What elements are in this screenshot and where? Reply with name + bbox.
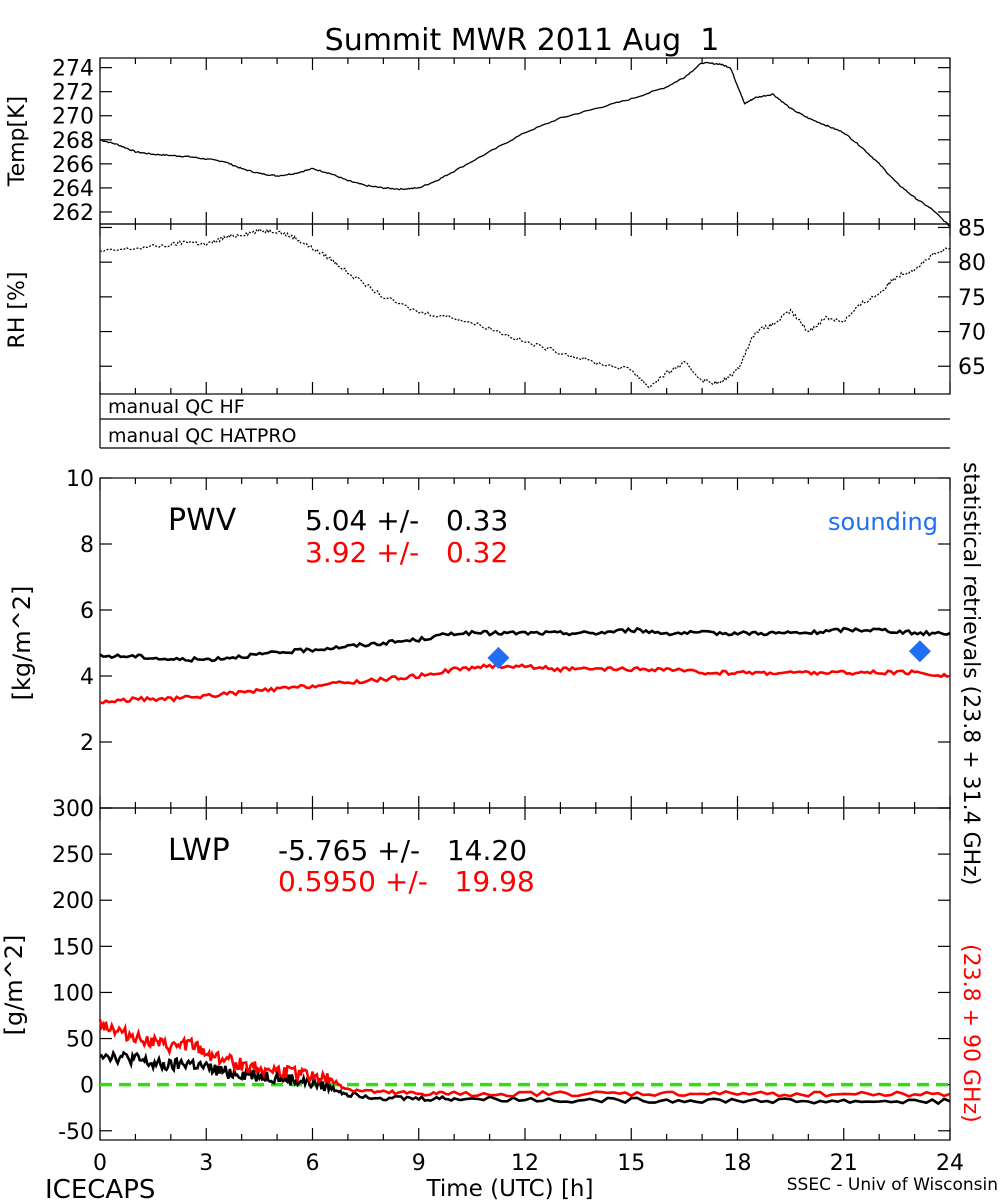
lwp-series-line-1 bbox=[98, 1018, 951, 1098]
lwp-series-line-0 bbox=[99, 1049, 951, 1106]
rh-y-ticks: 65 70 75 80 85 bbox=[100, 216, 986, 380]
x-tick-labels: 0 3 6 9 12 15 18 21 24 bbox=[93, 1151, 964, 1176]
x-tick-label: 24 bbox=[936, 1151, 964, 1176]
footer-center: Time (UTC) [h] bbox=[426, 1176, 594, 1200]
pwv-ytick-label: 10 bbox=[66, 467, 94, 492]
lwp-title: LWP bbox=[168, 833, 230, 868]
qc-section: manual QC HF manual QC HATPRO bbox=[99, 394, 950, 449]
temp-series-line-0 bbox=[99, 61, 951, 227]
rh-ytick-label: 85 bbox=[958, 216, 986, 241]
x-tick-label: 12 bbox=[511, 1151, 539, 1176]
pwv-y-ticks: 0 2 4 6 8 10 bbox=[66, 467, 950, 822]
lwp-ytick-label: 150 bbox=[52, 935, 94, 960]
side-label-hatpro: (23.8 + 90 GHz) bbox=[958, 944, 983, 1123]
pwv-y-label: [kg/m^2] bbox=[8, 586, 36, 701]
lwp-stat-red: 0.5950 +/- 19.98 bbox=[278, 865, 535, 898]
lwp-y-ticks: -50 0 50 100 150 200 250 300 bbox=[52, 797, 950, 1145]
lwp-x-ticks bbox=[99, 808, 951, 1140]
temp-ytick-label: 266 bbox=[52, 153, 94, 178]
pwv-stat-red: 3.92 +/- 0.32 bbox=[305, 536, 508, 569]
temp-ytick-label: 264 bbox=[52, 177, 94, 202]
pwv-series-line-1 bbox=[99, 663, 951, 705]
rh-axes bbox=[99, 223, 951, 395]
temperature-axes bbox=[99, 57, 951, 225]
pwv-stat-black: 5.04 +/- 0.33 bbox=[305, 504, 508, 537]
pwv-ytick-label: 6 bbox=[80, 599, 94, 624]
temp-ytick-label: 274 bbox=[52, 57, 94, 82]
x-tick-label: 6 bbox=[306, 1151, 320, 1176]
pwv-series-line-0 bbox=[99, 626, 951, 663]
pwv-title: PWV bbox=[168, 503, 237, 538]
rh-ytick-label: 75 bbox=[958, 286, 986, 311]
rh-y-label: RH [%] bbox=[5, 272, 30, 349]
x-tick-label: 18 bbox=[724, 1151, 752, 1176]
lwp-panel: -50 0 50 100 150 200 250 300 [g/m^2] LWP -5.765… bbox=[0, 797, 951, 1145]
pwv-ytick-label: 2 bbox=[80, 731, 94, 756]
x-tick-label: 21 bbox=[830, 1151, 858, 1176]
lwp-ytick-label: 300 bbox=[52, 797, 94, 822]
sounding-marker bbox=[908, 640, 931, 663]
figure-title: Summit MWR 2011 Aug 1 bbox=[325, 23, 720, 58]
temp-ytick-label: 272 bbox=[52, 81, 94, 106]
temp-ytick-label: 270 bbox=[52, 105, 94, 130]
lwp-ytick-label: 50 bbox=[66, 1028, 94, 1053]
lwp-y-label: [g/m^2] bbox=[0, 935, 28, 1036]
lwp-stat-black: -5.765 +/- 14.20 bbox=[278, 834, 527, 867]
sounding-label: sounding bbox=[828, 508, 938, 536]
x-tick-label: 9 bbox=[412, 1151, 426, 1176]
sounding-marker bbox=[487, 646, 510, 669]
lwp-ytick-label: 250 bbox=[52, 843, 94, 868]
side-label-statistical: statistical retrievals (23.8 + 31.4 GHz) bbox=[958, 462, 983, 885]
rh-series-line-0 bbox=[99, 227, 951, 389]
x-tick-label: 3 bbox=[199, 1151, 213, 1176]
x-tick-label: 15 bbox=[617, 1151, 645, 1176]
temperature-y-label: Temp[K] bbox=[5, 96, 30, 187]
rh-panel: 65 70 75 80 85 RH [%] bbox=[5, 216, 986, 395]
rh-ytick-label: 70 bbox=[958, 321, 986, 346]
x-tick-label: 0 bbox=[93, 1151, 107, 1176]
lwp-series bbox=[98, 1018, 951, 1106]
rh-ytick-label: 80 bbox=[958, 251, 986, 276]
temperature-series bbox=[99, 61, 951, 227]
lwp-ytick-label: -50 bbox=[58, 1120, 94, 1145]
footer-left: ICECAPS bbox=[45, 1175, 155, 1200]
footer-right: SSEC - Univ of Wisconsin bbox=[787, 1175, 998, 1195]
qc-hf-label: manual QC HF bbox=[108, 396, 245, 418]
pwv-ytick-label: 4 bbox=[80, 665, 94, 690]
pwv-ytick-label: 8 bbox=[80, 533, 94, 558]
rh-ytick-label: 65 bbox=[958, 355, 986, 380]
lwp-ytick-label: 100 bbox=[52, 981, 94, 1006]
lwp-ytick-label: 0 bbox=[80, 1074, 94, 1099]
temp-ytick-label: 262 bbox=[52, 201, 94, 226]
rh-x-ticks bbox=[99, 224, 951, 394]
pwv-panel: 0 2 4 6 8 10 [kg/m^2] PWV 5.04 +/- 0.33 3.92 … bbox=[8, 467, 951, 822]
lwp-ytick-label: 200 bbox=[52, 889, 94, 914]
rh-series bbox=[99, 227, 951, 389]
temperature-x-ticks bbox=[99, 58, 951, 224]
temp-ytick-label: 268 bbox=[52, 129, 94, 154]
pwv-ytick-label: 0 bbox=[80, 797, 94, 822]
pwv-x-ticks bbox=[99, 478, 951, 808]
qc-hatpro-label: manual QC HATPRO bbox=[108, 425, 297, 447]
pwv-series bbox=[99, 626, 951, 705]
